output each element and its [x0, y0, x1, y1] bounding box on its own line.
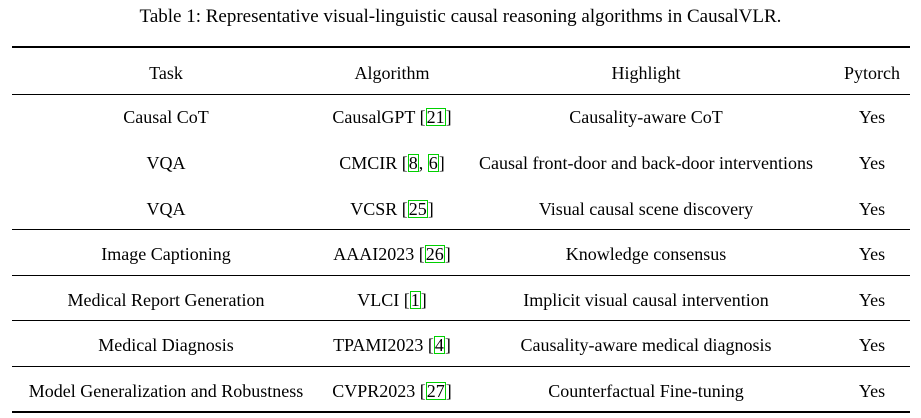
task-cell: Model Generalization and Robustness: [28, 381, 304, 401]
pytorch-cell: Yes: [858, 199, 886, 219]
pytorch-cell: Yes: [858, 153, 886, 173]
algorithm-cell: VCSR [25]: [350, 199, 434, 219]
header-algorithm: Algorithm: [354, 63, 430, 83]
top-rule: [12, 46, 910, 48]
pytorch-cell: Yes: [858, 107, 886, 127]
highlight-cell: Causality-aware CoT: [569, 107, 723, 127]
highlight-cell: Causality-aware medical diagnosis: [520, 335, 772, 355]
citation-link[interactable]: 1: [409, 290, 421, 310]
highlight-cell: Visual causal scene discovery: [538, 199, 754, 219]
task-cell: Medical Diagnosis: [98, 335, 234, 355]
highlight-cell: Causal front-door and back-door interven…: [479, 153, 813, 173]
task-cell: Medical Report Generation: [67, 290, 265, 310]
algorithm-cell: CausalGPT [21]: [332, 107, 452, 127]
algorithm-name: VCSR: [350, 199, 398, 219]
algorithm-cell: AAAI2023 [26]: [333, 244, 451, 264]
algorithm-name: VLCI: [357, 290, 400, 310]
algorithm-cell: TPAMI2023 [4]: [333, 335, 451, 355]
algorithm-name: AAAI2023: [333, 244, 415, 264]
citation-link[interactable]: 21: [425, 107, 446, 127]
row-separator: [12, 320, 910, 321]
algorithm-name: TPAMI2023: [333, 335, 424, 355]
highlight-cell: Counterfactual Fine-tuning: [548, 381, 744, 401]
pytorch-cell: Yes: [858, 381, 886, 401]
row-separator: [12, 366, 910, 367]
pytorch-cell: Yes: [858, 244, 886, 264]
algorithm-name: CVPR2023: [332, 381, 416, 401]
citation-link[interactable]: 6: [427, 153, 439, 173]
pytorch-cell: Yes: [858, 290, 886, 310]
bottom-rule: [12, 411, 910, 413]
algorithm-cell: VLCI [1]: [357, 290, 427, 310]
task-cell: VQA: [146, 199, 186, 219]
citation-link[interactable]: 4: [433, 335, 445, 355]
algorithm-name: CausalGPT: [332, 107, 416, 127]
row-separator: [12, 275, 910, 276]
task-cell: Causal CoT: [123, 107, 209, 127]
header-task: Task: [149, 63, 183, 83]
header-rule: [12, 94, 910, 95]
pytorch-cell: Yes: [858, 335, 886, 355]
algorithm-cell: CVPR2023 [27]: [332, 381, 452, 401]
citation-link[interactable]: 27: [425, 381, 446, 401]
highlight-cell: Implicit visual causal intervention: [523, 290, 769, 310]
header-highlight: Highlight: [611, 63, 681, 83]
citation-link[interactable]: 8: [407, 153, 419, 173]
row-separator: [12, 229, 910, 230]
task-cell: VQA: [146, 153, 186, 173]
algorithm-cell: CMCIR [8, 6]: [339, 153, 445, 173]
citation-link[interactable]: 26: [424, 244, 445, 264]
header-pytorch: Pytorch: [844, 63, 900, 83]
task-cell: Image Captioning: [101, 244, 231, 264]
table-caption: Table 1: Representative visual-linguisti…: [139, 6, 782, 27]
algorithm-name: CMCIR: [339, 153, 398, 173]
citation-link[interactable]: 25: [407, 199, 428, 219]
highlight-cell: Knowledge consensus: [565, 244, 727, 264]
